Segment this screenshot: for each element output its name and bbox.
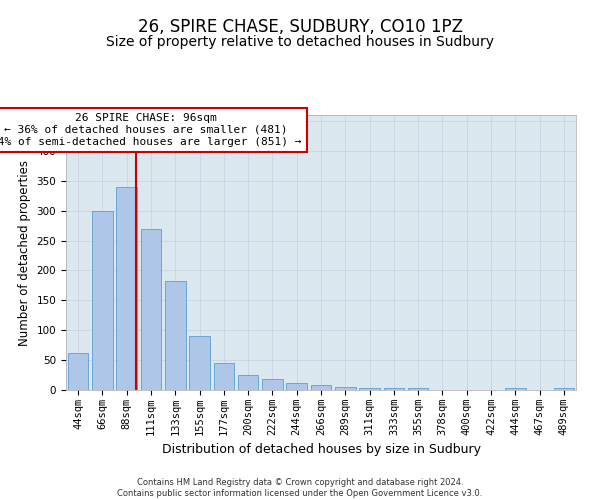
Bar	[408, 388, 428, 390]
Y-axis label: Number of detached properties: Number of detached properties	[18, 160, 31, 346]
Bar	[140, 228, 161, 390]
Bar	[311, 385, 331, 390]
Bar	[359, 388, 380, 390]
Bar	[554, 388, 574, 390]
Bar	[286, 383, 307, 390]
Text: Contains HM Land Registry data © Crown copyright and database right 2024.
Contai: Contains HM Land Registry data © Crown c…	[118, 478, 482, 498]
Bar	[68, 353, 88, 390]
X-axis label: Distribution of detached houses by size in Sudbury: Distribution of detached houses by size …	[161, 444, 481, 456]
Bar	[116, 186, 137, 390]
Text: 26, SPIRE CHASE, SUDBURY, CO10 1PZ: 26, SPIRE CHASE, SUDBURY, CO10 1PZ	[137, 18, 463, 36]
Bar	[214, 363, 234, 390]
Bar	[165, 280, 185, 390]
Bar	[383, 388, 404, 390]
Bar	[189, 336, 210, 390]
Text: Size of property relative to detached houses in Sudbury: Size of property relative to detached ho…	[106, 35, 494, 49]
Bar	[262, 379, 283, 390]
Bar	[238, 375, 259, 390]
Text: 26 SPIRE CHASE: 96sqm
← 36% of detached houses are smaller (481)
64% of semi-det: 26 SPIRE CHASE: 96sqm ← 36% of detached …	[0, 114, 301, 146]
Bar	[335, 387, 356, 390]
Bar	[92, 210, 113, 390]
Bar	[505, 388, 526, 390]
